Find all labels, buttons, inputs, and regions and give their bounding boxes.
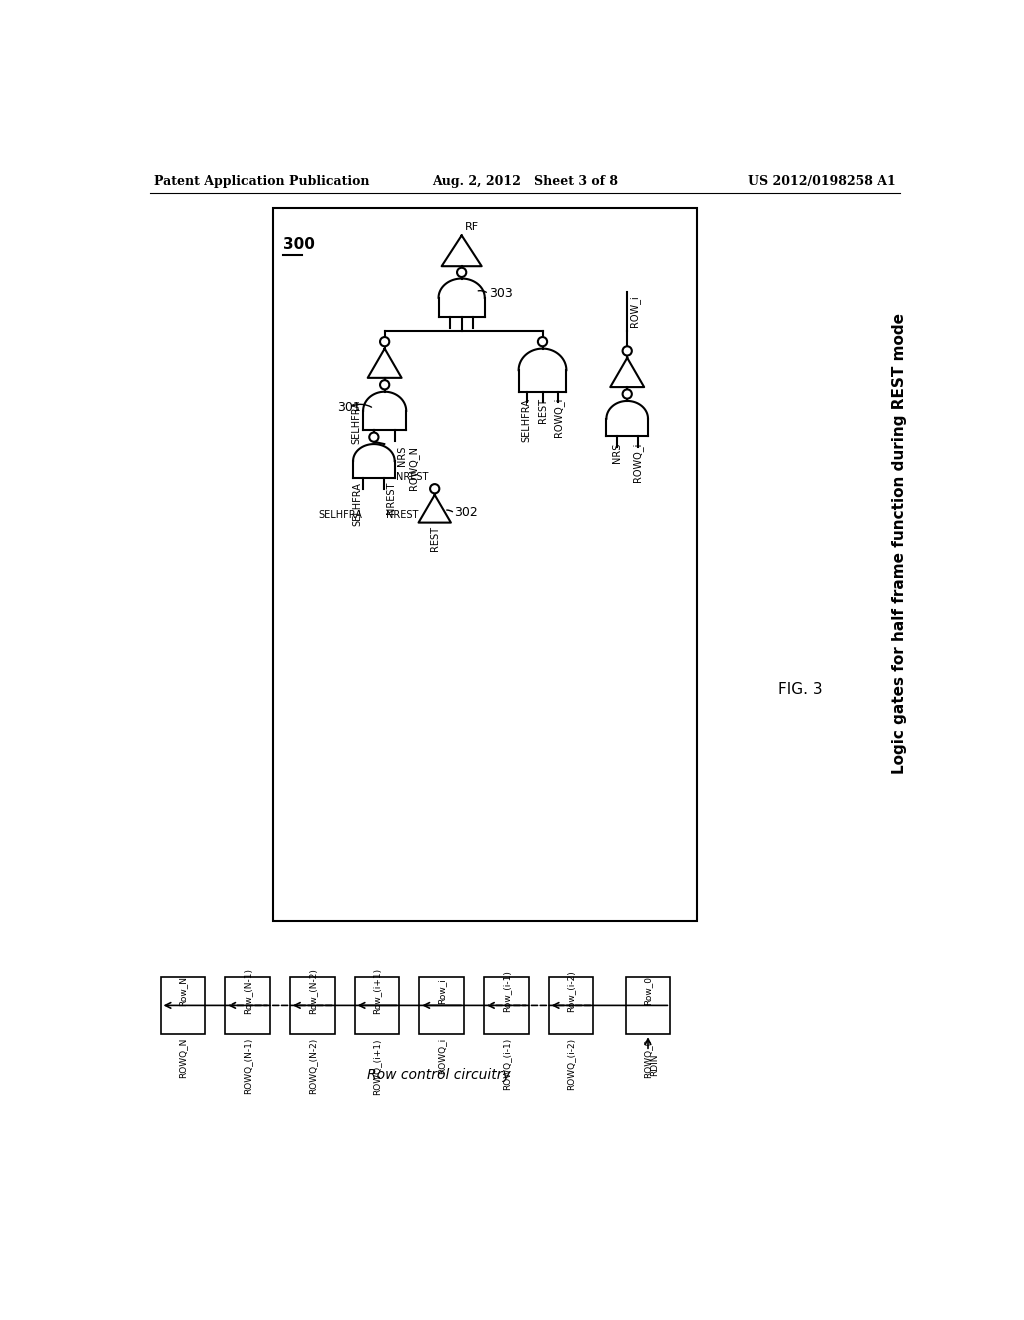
Bar <box>225 977 270 1035</box>
Circle shape <box>380 380 389 389</box>
Text: SELHFRA: SELHFRA <box>521 397 531 442</box>
Text: ROWQ_(N-1): ROWQ_(N-1) <box>243 1038 252 1094</box>
Bar <box>161 977 205 1035</box>
Bar <box>290 977 335 1035</box>
Text: Row_0: Row_0 <box>643 977 652 1006</box>
Circle shape <box>370 433 379 442</box>
Bar <box>626 977 671 1035</box>
Text: Patent Application Publication: Patent Application Publication <box>154 176 370 187</box>
Text: Row_N: Row_N <box>178 975 187 1006</box>
Text: 302: 302 <box>454 506 478 519</box>
Text: NRS: NRS <box>611 442 622 463</box>
Circle shape <box>457 268 466 277</box>
Circle shape <box>538 337 547 346</box>
Text: ROWQ_i: ROWQ_i <box>632 442 643 482</box>
Text: ROWQ_(N-2): ROWQ_(N-2) <box>308 1038 316 1094</box>
Text: ROWQ_(i-1): ROWQ_(i-1) <box>502 1038 511 1090</box>
Text: 300: 300 <box>283 238 315 252</box>
Text: Row control circuitry: Row control circuitry <box>367 1068 510 1081</box>
Bar <box>354 977 399 1035</box>
Text: RDIN: RDIN <box>650 1053 659 1076</box>
Text: NRS: NRS <box>397 446 407 466</box>
Text: ROWQ_i: ROWQ_i <box>437 1038 446 1074</box>
Text: Logic gates for half frame function during REST mode: Logic gates for half frame function duri… <box>892 313 906 774</box>
Circle shape <box>623 346 632 355</box>
Circle shape <box>380 337 389 346</box>
Text: ROW_i: ROW_i <box>630 296 640 327</box>
Text: ROWQ_(i+1): ROWQ_(i+1) <box>373 1038 382 1094</box>
Text: ROWQ_N: ROWQ_N <box>178 1038 187 1078</box>
Text: NREST: NREST <box>396 471 429 482</box>
Text: Row_(i-1): Row_(i-1) <box>502 970 511 1012</box>
Text: ROWQ_N: ROWQ_N <box>408 446 419 490</box>
Text: REST: REST <box>538 397 548 422</box>
Text: FIG. 3: FIG. 3 <box>778 682 822 697</box>
Text: Row_(i-2): Row_(i-2) <box>566 970 575 1012</box>
Text: REST: REST <box>430 525 439 550</box>
Circle shape <box>623 389 632 399</box>
Text: Row_(N-1): Row_(N-1) <box>243 968 252 1014</box>
Text: ROWQ_(i-2): ROWQ_(i-2) <box>566 1038 575 1090</box>
Text: Row_(N-2): Row_(N-2) <box>308 968 316 1014</box>
Bar <box>419 977 464 1035</box>
Text: ROWQ_i: ROWQ_i <box>553 397 564 437</box>
Bar <box>484 977 528 1035</box>
Text: Row_(i+1): Row_(i+1) <box>373 968 382 1014</box>
Text: NREST: NREST <box>386 482 396 515</box>
Text: Aug. 2, 2012   Sheet 3 of 8: Aug. 2, 2012 Sheet 3 of 8 <box>432 176 617 187</box>
Circle shape <box>430 484 439 494</box>
Text: NREST: NREST <box>386 511 418 520</box>
Text: 303: 303 <box>488 288 512 301</box>
Text: SELHFRA: SELHFRA <box>351 400 361 445</box>
Text: Row_i: Row_i <box>437 978 446 1005</box>
Bar <box>549 977 593 1035</box>
Text: ROWQ_0: ROWQ_0 <box>643 1038 652 1077</box>
Text: SELHFRA: SELHFRA <box>352 482 361 525</box>
Text: US 2012/0198258 A1: US 2012/0198258 A1 <box>749 176 896 187</box>
Text: SELHFRA: SELHFRA <box>318 511 361 520</box>
Text: RF: RF <box>465 222 479 232</box>
Bar <box>273 209 696 921</box>
Text: 301: 301 <box>337 400 360 413</box>
